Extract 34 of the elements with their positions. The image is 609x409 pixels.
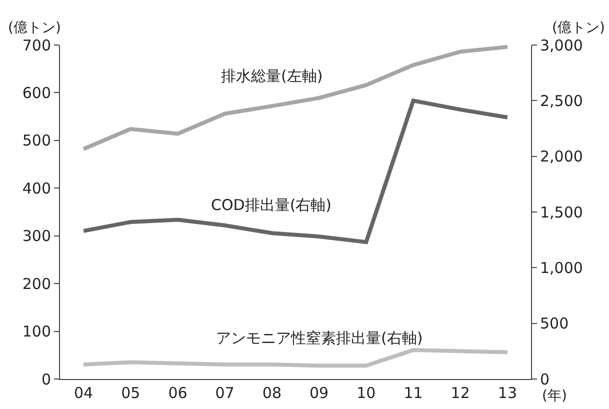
y-tick-label: 0 (41, 370, 51, 388)
line-series (82, 348, 510, 368)
y2-axis-title: (億トン) (552, 20, 605, 36)
x-tick-label: 10 (356, 384, 376, 402)
x-axis-title: (年) (542, 388, 567, 404)
y2-tick-label: 500 (540, 314, 569, 333)
series-label: 排水総量(左軸) (221, 67, 323, 85)
x-tick-label: 06 (168, 384, 188, 402)
x-tick-label: 09 (310, 384, 329, 402)
series-label: アンモニア性窒素排出量(右軸) (216, 329, 423, 347)
x-tick-label: 11 (404, 384, 423, 402)
x-tick-label: 07 (215, 384, 234, 402)
line-series (82, 98, 510, 244)
y2-tick-label: 2,500 (540, 92, 583, 110)
series-label: COD排出量(右軸) (211, 196, 332, 214)
x-tick-label: 13 (498, 384, 517, 402)
x-tick-label: 04 (74, 384, 94, 402)
y2-tick-label: 0 (540, 370, 550, 388)
y2-tick-label: 3,000 (540, 36, 583, 54)
x-tick-label: 08 (262, 384, 282, 402)
y-axis-title: (億トン) (8, 20, 61, 36)
y-tick-label: 200 (22, 274, 51, 293)
y-tick-label: 300 (22, 227, 51, 246)
x-tick-label: 12 (450, 384, 470, 402)
line-series (82, 45, 510, 152)
y-tick-label: 400 (22, 179, 51, 198)
y2-tick-label: 1,500 (540, 203, 583, 222)
y-tick-label: 600 (22, 84, 51, 102)
y-tick-label: 500 (22, 132, 51, 150)
x-tick-label: 05 (121, 384, 140, 402)
y2-tick-label: 1,000 (540, 258, 583, 277)
y2-tick-label: 2,000 (540, 148, 583, 166)
y-tick-label: 700 (22, 36, 51, 54)
y-tick-label: 100 (22, 322, 51, 341)
